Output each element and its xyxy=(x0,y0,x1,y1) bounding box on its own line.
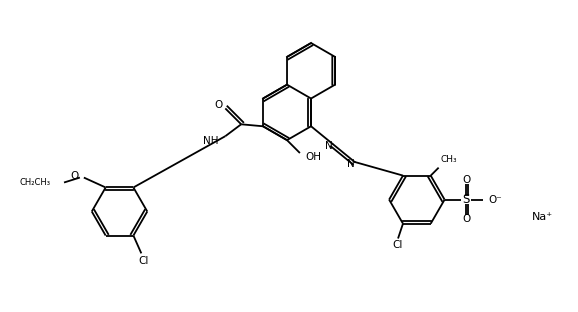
Text: CH₂CH₃: CH₂CH₃ xyxy=(19,178,50,187)
Text: S: S xyxy=(463,193,470,206)
Text: Na⁺: Na⁺ xyxy=(532,212,553,222)
Text: O: O xyxy=(214,100,223,110)
Text: O⁻: O⁻ xyxy=(488,195,502,205)
Text: O: O xyxy=(462,214,470,224)
Text: Cl: Cl xyxy=(393,241,403,251)
Text: NH: NH xyxy=(203,136,218,146)
Text: N: N xyxy=(347,159,354,169)
Text: Cl: Cl xyxy=(138,256,149,266)
Text: OH: OH xyxy=(306,152,322,162)
Text: O: O xyxy=(462,175,470,185)
Text: N: N xyxy=(325,141,333,151)
Text: O: O xyxy=(71,171,79,181)
Text: CH₃: CH₃ xyxy=(440,155,457,164)
